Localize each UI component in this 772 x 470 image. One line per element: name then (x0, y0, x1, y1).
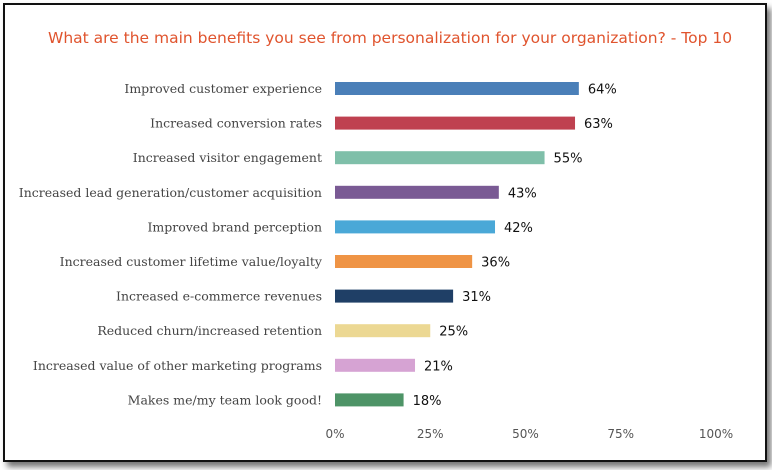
value-label: 36% (481, 256, 510, 271)
category-label: Improved brand perception (147, 219, 322, 234)
value-label: 43% (508, 186, 537, 201)
value-label: 31% (462, 290, 491, 305)
value-label: 21% (424, 359, 453, 374)
value-label: 55% (554, 152, 583, 167)
category-label: Increased customer lifetime value/loyalt… (60, 254, 323, 269)
value-label: 64% (588, 83, 617, 98)
x-tick-label: 50% (512, 427, 539, 441)
bar (335, 289, 454, 303)
bar (335, 255, 473, 268)
chart-title: What are the main benefits you see from … (48, 29, 733, 47)
category-label: Increased e-commerce revenues (116, 289, 322, 304)
category-label: Increased conversion rates (150, 116, 322, 131)
value-label: 42% (504, 221, 533, 236)
bar (335, 151, 545, 165)
x-tick-label: 0% (325, 427, 344, 441)
bar (335, 324, 431, 338)
bar (335, 185, 499, 199)
value-label: 25% (439, 325, 468, 340)
bar (335, 82, 579, 95)
bar (335, 393, 404, 407)
x-tick-label: 75% (607, 427, 634, 441)
value-label: 63% (584, 117, 613, 132)
x-tick-label: 25% (417, 427, 444, 441)
category-label: Improved customer experience (124, 81, 322, 96)
bar (335, 220, 496, 234)
bar (335, 358, 416, 372)
category-label: Increased value of other marketing progr… (33, 358, 322, 373)
category-label: Reduced churn/increased retention (97, 323, 322, 338)
value-label: 18% (413, 394, 442, 409)
category-label: Increased visitor engagement (133, 150, 322, 165)
category-label: Increased lead generation/customer acqui… (19, 185, 322, 200)
bar (335, 116, 576, 130)
x-tick-label: 100% (699, 427, 733, 441)
category-label: Makes me/my team look good! (128, 392, 322, 407)
